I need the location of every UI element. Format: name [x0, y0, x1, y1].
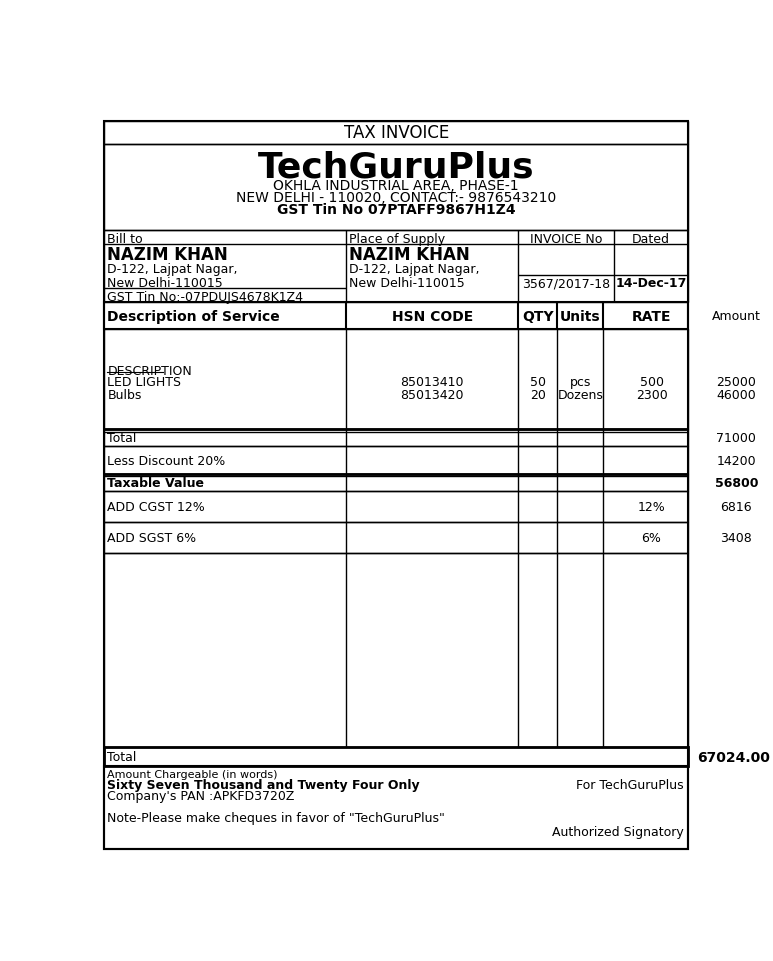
Text: Place of Supply: Place of Supply — [349, 233, 444, 246]
Text: Units: Units — [560, 309, 601, 324]
Text: RATE: RATE — [632, 309, 671, 324]
Bar — [104, 748, 688, 766]
Text: 85013410: 85013410 — [400, 376, 464, 389]
Text: New Delhi-110015: New Delhi-110015 — [107, 277, 223, 290]
Text: Total: Total — [107, 751, 137, 763]
Text: TechGuruPlus: TechGuruPlus — [258, 151, 534, 185]
Text: 14200: 14200 — [717, 455, 756, 467]
Bar — [104, 144, 688, 231]
Text: 3567/2017-18: 3567/2017-18 — [523, 277, 611, 290]
Text: New Delhi-110015: New Delhi-110015 — [349, 277, 465, 290]
Bar — [104, 522, 688, 553]
Text: Bill to: Bill to — [107, 233, 142, 246]
Text: 20: 20 — [530, 388, 546, 402]
Text: Less Discount 20%: Less Discount 20% — [107, 455, 226, 467]
Text: NAZIM KHAN: NAZIM KHAN — [107, 246, 227, 264]
Text: 3408: 3408 — [720, 531, 752, 544]
Text: Description of Service: Description of Service — [107, 309, 281, 324]
Text: DESCRIPTION: DESCRIPTION — [107, 364, 192, 378]
Text: OKHLA INDUSTRIAL AREA, PHASE-1: OKHLA INDUSTRIAL AREA, PHASE-1 — [274, 179, 519, 192]
Text: HSN CODE: HSN CODE — [392, 309, 473, 324]
Bar — [104, 430, 688, 447]
Text: GST Tin No:-07PDUJS4678K1Z4: GST Tin No:-07PDUJS4678K1Z4 — [107, 290, 303, 304]
Text: QTY: QTY — [522, 309, 553, 324]
Text: ADD CGST 12%: ADD CGST 12% — [107, 501, 205, 513]
Bar — [104, 231, 688, 303]
Text: Total: Total — [107, 431, 137, 445]
Text: Dozens: Dozens — [557, 388, 603, 402]
Bar — [104, 491, 688, 522]
Text: ADD SGST 6%: ADD SGST 6% — [107, 531, 196, 544]
Text: Sixty Seven Thousand and Twenty Four Only: Sixty Seven Thousand and Twenty Four Onl… — [107, 778, 420, 791]
Text: 56800: 56800 — [714, 477, 758, 489]
Text: Amount: Amount — [712, 310, 761, 323]
Bar — [104, 303, 688, 330]
Text: 6816: 6816 — [720, 501, 752, 513]
Text: 50: 50 — [530, 376, 546, 389]
Text: 85013420: 85013420 — [400, 388, 464, 402]
Text: pcs: pcs — [570, 376, 591, 389]
Text: 500: 500 — [639, 376, 663, 389]
Text: Authorized Signatory: Authorized Signatory — [553, 825, 684, 838]
Text: Taxable Value: Taxable Value — [107, 477, 205, 489]
Text: TAX INVOICE: TAX INVOICE — [343, 124, 449, 142]
Text: 6%: 6% — [642, 531, 662, 544]
Text: INVOICE No: INVOICE No — [530, 233, 602, 246]
Bar — [104, 475, 688, 491]
Text: D-122, Lajpat Nagar,: D-122, Lajpat Nagar, — [349, 263, 479, 276]
Text: LED LIGHTS: LED LIGHTS — [107, 376, 182, 389]
Text: NAZIM KHAN: NAZIM KHAN — [349, 246, 469, 264]
Bar — [104, 330, 688, 430]
Text: 2300: 2300 — [635, 388, 667, 402]
Text: 46000: 46000 — [717, 388, 756, 402]
Text: Company's PAN :APKFD3720Z: Company's PAN :APKFD3720Z — [107, 789, 295, 802]
Text: Amount Chargeable (in words): Amount Chargeable (in words) — [107, 769, 278, 779]
Bar — [104, 553, 688, 748]
Text: 67024.00: 67024.00 — [697, 750, 770, 764]
Text: GST Tin No 07PTAFF9867H1Z4: GST Tin No 07PTAFF9867H1Z4 — [277, 203, 516, 217]
Text: 14-Dec-17: 14-Dec-17 — [615, 277, 687, 290]
Bar — [104, 766, 688, 850]
Text: NEW DELHI - 110020, CONTACT:- 9876543210: NEW DELHI - 110020, CONTACT:- 9876543210 — [236, 190, 557, 205]
Text: Note-Please make cheques in favor of "TechGuruPlus": Note-Please make cheques in favor of "Te… — [107, 811, 445, 824]
Text: D-122, Lajpat Nagar,: D-122, Lajpat Nagar, — [107, 263, 237, 276]
Bar — [104, 121, 688, 144]
Text: 71000: 71000 — [717, 431, 756, 445]
Bar — [104, 447, 688, 475]
Text: Dated: Dated — [632, 233, 670, 246]
Text: Bulbs: Bulbs — [107, 388, 142, 402]
Text: 25000: 25000 — [717, 376, 756, 389]
Text: 12%: 12% — [638, 501, 666, 513]
Text: For TechGuruPlus: For TechGuruPlus — [577, 778, 684, 791]
